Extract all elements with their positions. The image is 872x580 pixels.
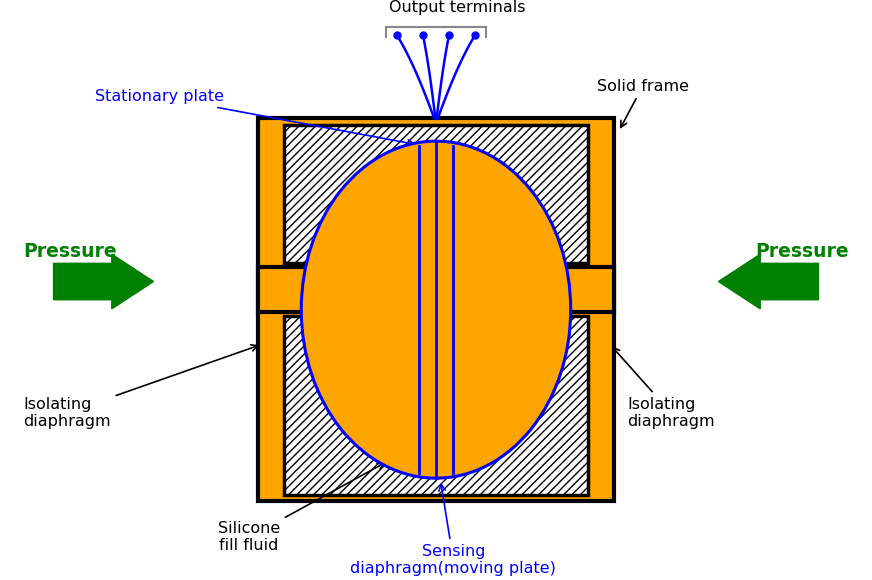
Bar [258, 267, 614, 312]
Text: Solid frame: Solid frame [596, 78, 689, 128]
Bar [258, 118, 614, 501]
Text: Output terminals: Output terminals [390, 1, 526, 15]
Text: Isolating
diaphragm: Isolating diaphragm [613, 347, 715, 429]
Bar [284, 316, 588, 495]
FancyArrow shape [719, 254, 819, 309]
Text: Pressure: Pressure [755, 242, 848, 262]
Text: Stationary plate: Stationary plate [95, 89, 414, 146]
Text: Pressure: Pressure [24, 242, 117, 262]
Text: Sensing
diaphragm(moving plate): Sensing diaphragm(moving plate) [351, 484, 556, 577]
Bar [284, 125, 588, 263]
Text: Isolating
diaphragm: Isolating diaphragm [24, 345, 258, 429]
Ellipse shape [301, 141, 571, 478]
Text: Silicone
fill fluid: Silicone fill fluid [218, 463, 385, 553]
FancyArrow shape [53, 254, 153, 309]
